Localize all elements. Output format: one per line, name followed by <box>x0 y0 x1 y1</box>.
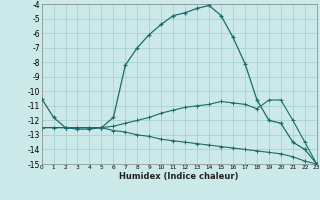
X-axis label: Humidex (Indice chaleur): Humidex (Indice chaleur) <box>119 172 239 181</box>
